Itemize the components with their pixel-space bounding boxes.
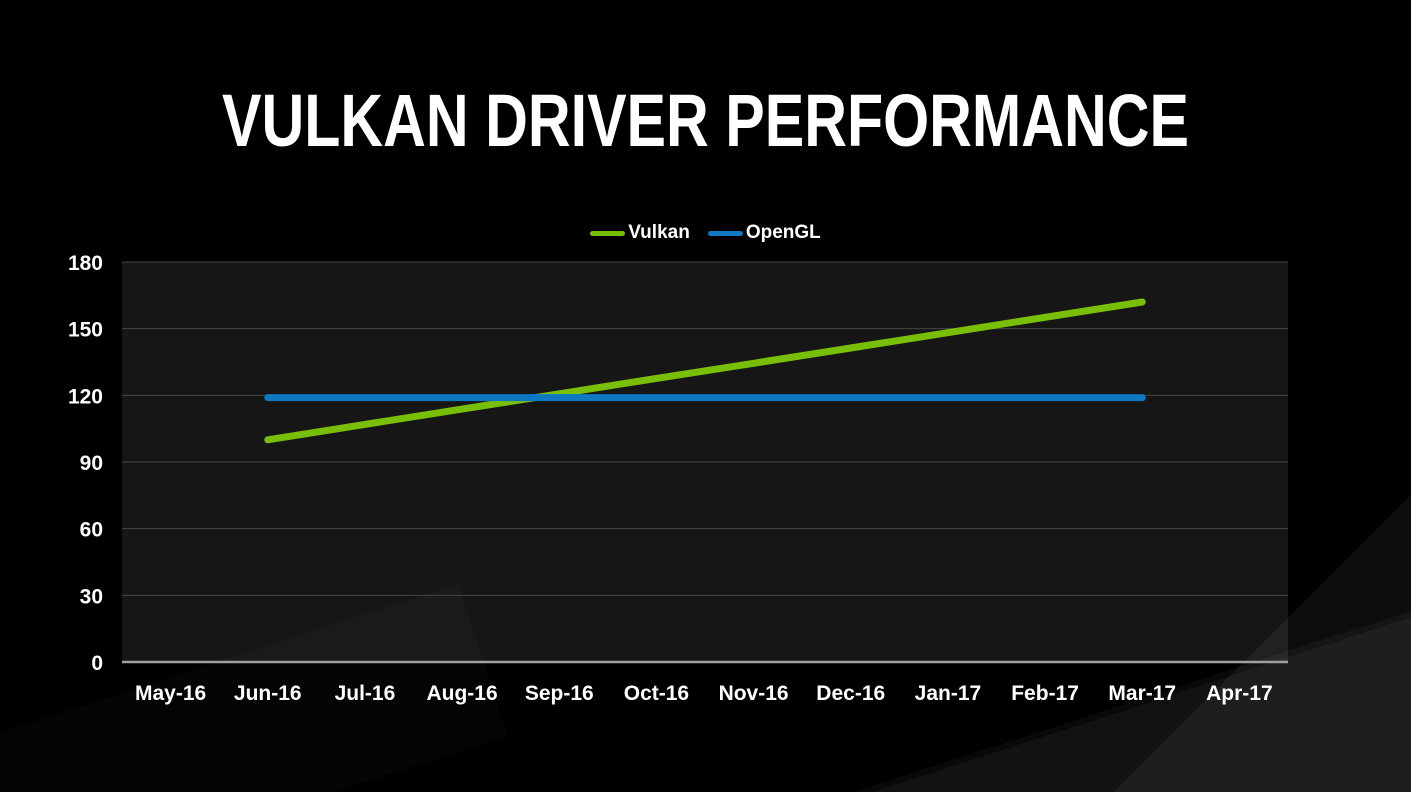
y-tick-label-0: 0 — [91, 652, 103, 675]
x-tick-label-jun-16: Jun-16 — [234, 682, 302, 705]
x-tick-label-apr-17: Apr-17 — [1206, 682, 1273, 705]
x-tick-label-sep-16: Sep-16 — [525, 682, 594, 705]
chart-legend: Vulkan OpenGL — [0, 222, 1411, 244]
opengl-line-swatch-icon — [707, 230, 743, 236]
y-tick-label-180: 180 — [68, 252, 103, 275]
legend-label-vulkan: Vulkan — [628, 222, 690, 243]
y-tick-label-120: 120 — [68, 385, 103, 408]
x-tick-label-jul-16: Jul-16 — [335, 682, 396, 705]
x-tick-label-nov-16: Nov-16 — [719, 682, 789, 705]
chart-title: VULKAN DRIVER PERFORMANCE — [222, 79, 1189, 162]
x-tick-label-aug-16: Aug-16 — [426, 682, 497, 705]
x-tick-label-dec-16: Dec-16 — [816, 682, 885, 705]
x-tick-label-jan-17: Jan-17 — [915, 682, 982, 705]
legend-item-opengl: OpenGL — [707, 222, 821, 244]
vulkan-line-swatch-icon — [590, 230, 626, 236]
y-tick-label-90: 90 — [80, 452, 103, 475]
x-tick-label-may-16: May-16 — [135, 682, 206, 705]
y-tick-label-60: 60 — [80, 519, 103, 542]
x-tick-label-feb-17: Feb-17 — [1011, 682, 1079, 705]
y-tick-label-30: 30 — [80, 585, 103, 608]
legend-label-opengl: OpenGL — [745, 222, 821, 243]
x-tick-label-mar-17: Mar-17 — [1108, 682, 1176, 705]
legend-item-vulkan: Vulkan — [590, 222, 690, 244]
x-tick-label-oct-16: Oct-16 — [624, 682, 689, 705]
vulkan-line — [264, 298, 1146, 444]
y-tick-label-150: 150 — [68, 319, 103, 342]
